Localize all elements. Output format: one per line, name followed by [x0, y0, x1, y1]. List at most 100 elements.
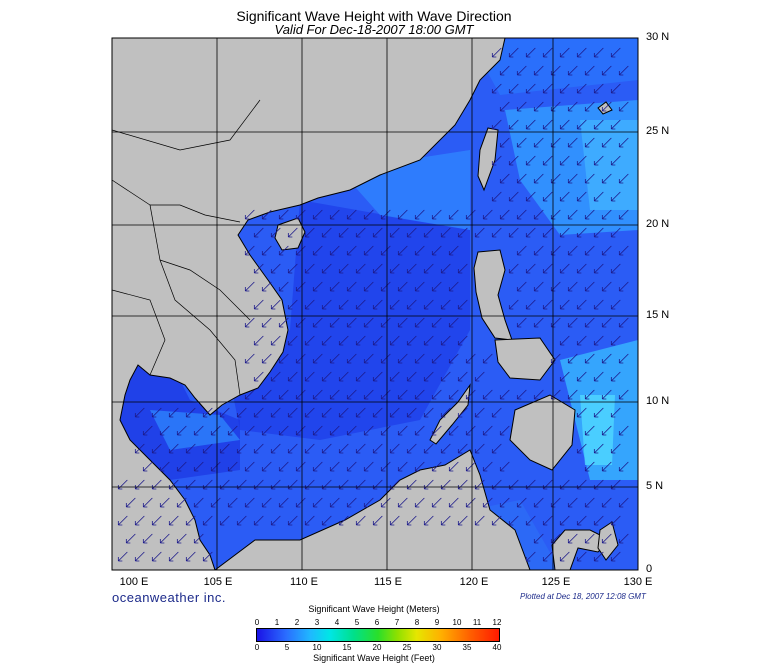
wave-arrow — [525, 119, 536, 130]
wave-arrow — [457, 371, 468, 382]
wave-arrow — [431, 317, 442, 328]
wave-arrow — [457, 227, 468, 238]
wave-arrow — [448, 209, 459, 220]
wave-arrow — [117, 551, 128, 562]
wave-arrow — [380, 245, 391, 256]
oceanweather-logo: oceanweather inc. — [112, 590, 227, 605]
wave-arrow — [440, 371, 451, 382]
wave-arrow — [440, 299, 451, 310]
wave-arrow — [593, 263, 604, 274]
wave-arrow — [397, 209, 408, 220]
wave-arrow — [567, 317, 578, 328]
wave-arrow — [610, 119, 621, 130]
mindanao-island — [509, 394, 576, 471]
wave-arrow — [380, 353, 391, 364]
wave-arrow — [304, 371, 315, 382]
wave-arrow — [482, 389, 493, 400]
wave-arrow — [491, 443, 502, 454]
wave-arrow — [465, 497, 476, 508]
wave-arrow — [329, 353, 340, 364]
wave-arrow — [406, 299, 417, 310]
lat-lon-grid — [112, 38, 638, 570]
wave-arrow — [244, 461, 255, 472]
wave-arrow — [312, 245, 323, 256]
wave-arrow — [499, 461, 510, 472]
wave-arrow — [610, 335, 621, 346]
wave-arrow — [576, 551, 587, 562]
wave-arrow — [533, 209, 544, 220]
wave-arrow — [176, 425, 187, 436]
wave-arrow — [618, 389, 629, 400]
wave-arrow — [321, 227, 332, 238]
wave-arrow — [287, 263, 298, 274]
wave-arrow — [610, 191, 621, 202]
wave-arrow — [542, 119, 553, 130]
wave-arrow — [406, 407, 417, 418]
wave-arrow — [142, 461, 153, 472]
wave-arrow — [329, 245, 340, 256]
wave-arrow — [508, 47, 519, 58]
wave-arrow — [253, 335, 264, 346]
feet-tick: 35 — [462, 643, 472, 652]
wave-arrow — [567, 101, 578, 112]
wave-arrow — [202, 407, 213, 418]
wave-arrow — [508, 83, 519, 94]
wave-arrow — [389, 263, 400, 274]
wave-arrow — [321, 299, 332, 310]
meter-tick: 8 — [414, 618, 420, 627]
wave-arrow — [219, 515, 230, 526]
wave-arrow — [151, 515, 162, 526]
wave-arrow — [567, 497, 578, 508]
lon-label-110e: 110 E — [290, 576, 318, 588]
wave-arrow — [372, 335, 383, 346]
wave-arrow — [601, 173, 612, 184]
wave-arrow — [151, 443, 162, 454]
wave-arrow — [363, 353, 374, 364]
wave-arrow — [584, 389, 595, 400]
wave-arrow — [457, 515, 468, 526]
wave-arrow — [491, 515, 502, 526]
wave-arrow — [389, 371, 400, 382]
wave-arrow — [423, 263, 434, 274]
wave-arrow — [431, 497, 442, 508]
wave-arrow — [533, 317, 544, 328]
wave-arrow — [380, 281, 391, 292]
wave-arrow — [185, 407, 196, 418]
wave-arrow — [278, 497, 289, 508]
wave-arrow — [278, 461, 289, 472]
wave-arrow — [304, 335, 315, 346]
wave-arrow — [542, 263, 553, 274]
wave-arrow — [244, 425, 255, 436]
wave-arrow — [525, 299, 536, 310]
wave-arrow — [312, 497, 323, 508]
wave-arrow — [559, 47, 570, 58]
wave-arrow — [372, 443, 383, 454]
wave-arrow — [457, 335, 468, 346]
wave-arrow — [329, 209, 340, 220]
wave-arrow — [193, 533, 204, 544]
wave-arrow — [618, 497, 629, 508]
lon-label-100e: 100 E — [119, 576, 149, 588]
wave-arrow — [193, 461, 204, 472]
wave-arrow — [312, 461, 323, 472]
lon-label-130e: 130 E — [623, 576, 653, 588]
wave-arrow — [440, 227, 451, 238]
wave-arrow — [253, 443, 264, 454]
wave-arrow — [423, 443, 434, 454]
wave-arrow — [533, 173, 544, 184]
lon-label-105e: 105 E — [203, 576, 233, 588]
wave-arrow — [533, 389, 544, 400]
wave-arrow — [261, 209, 272, 220]
wave-arrow — [576, 47, 587, 58]
wave-arrow — [278, 281, 289, 292]
wave-arrow — [270, 515, 281, 526]
wave-arrow — [414, 281, 425, 292]
wave-arrow — [576, 263, 587, 274]
wave-arrow — [533, 533, 544, 544]
wave-arrow — [278, 389, 289, 400]
lat-label-10n: 10 N — [646, 395, 670, 407]
wave-arrow — [559, 335, 570, 346]
wave-arrow — [601, 461, 612, 472]
wave-arrow — [295, 425, 306, 436]
